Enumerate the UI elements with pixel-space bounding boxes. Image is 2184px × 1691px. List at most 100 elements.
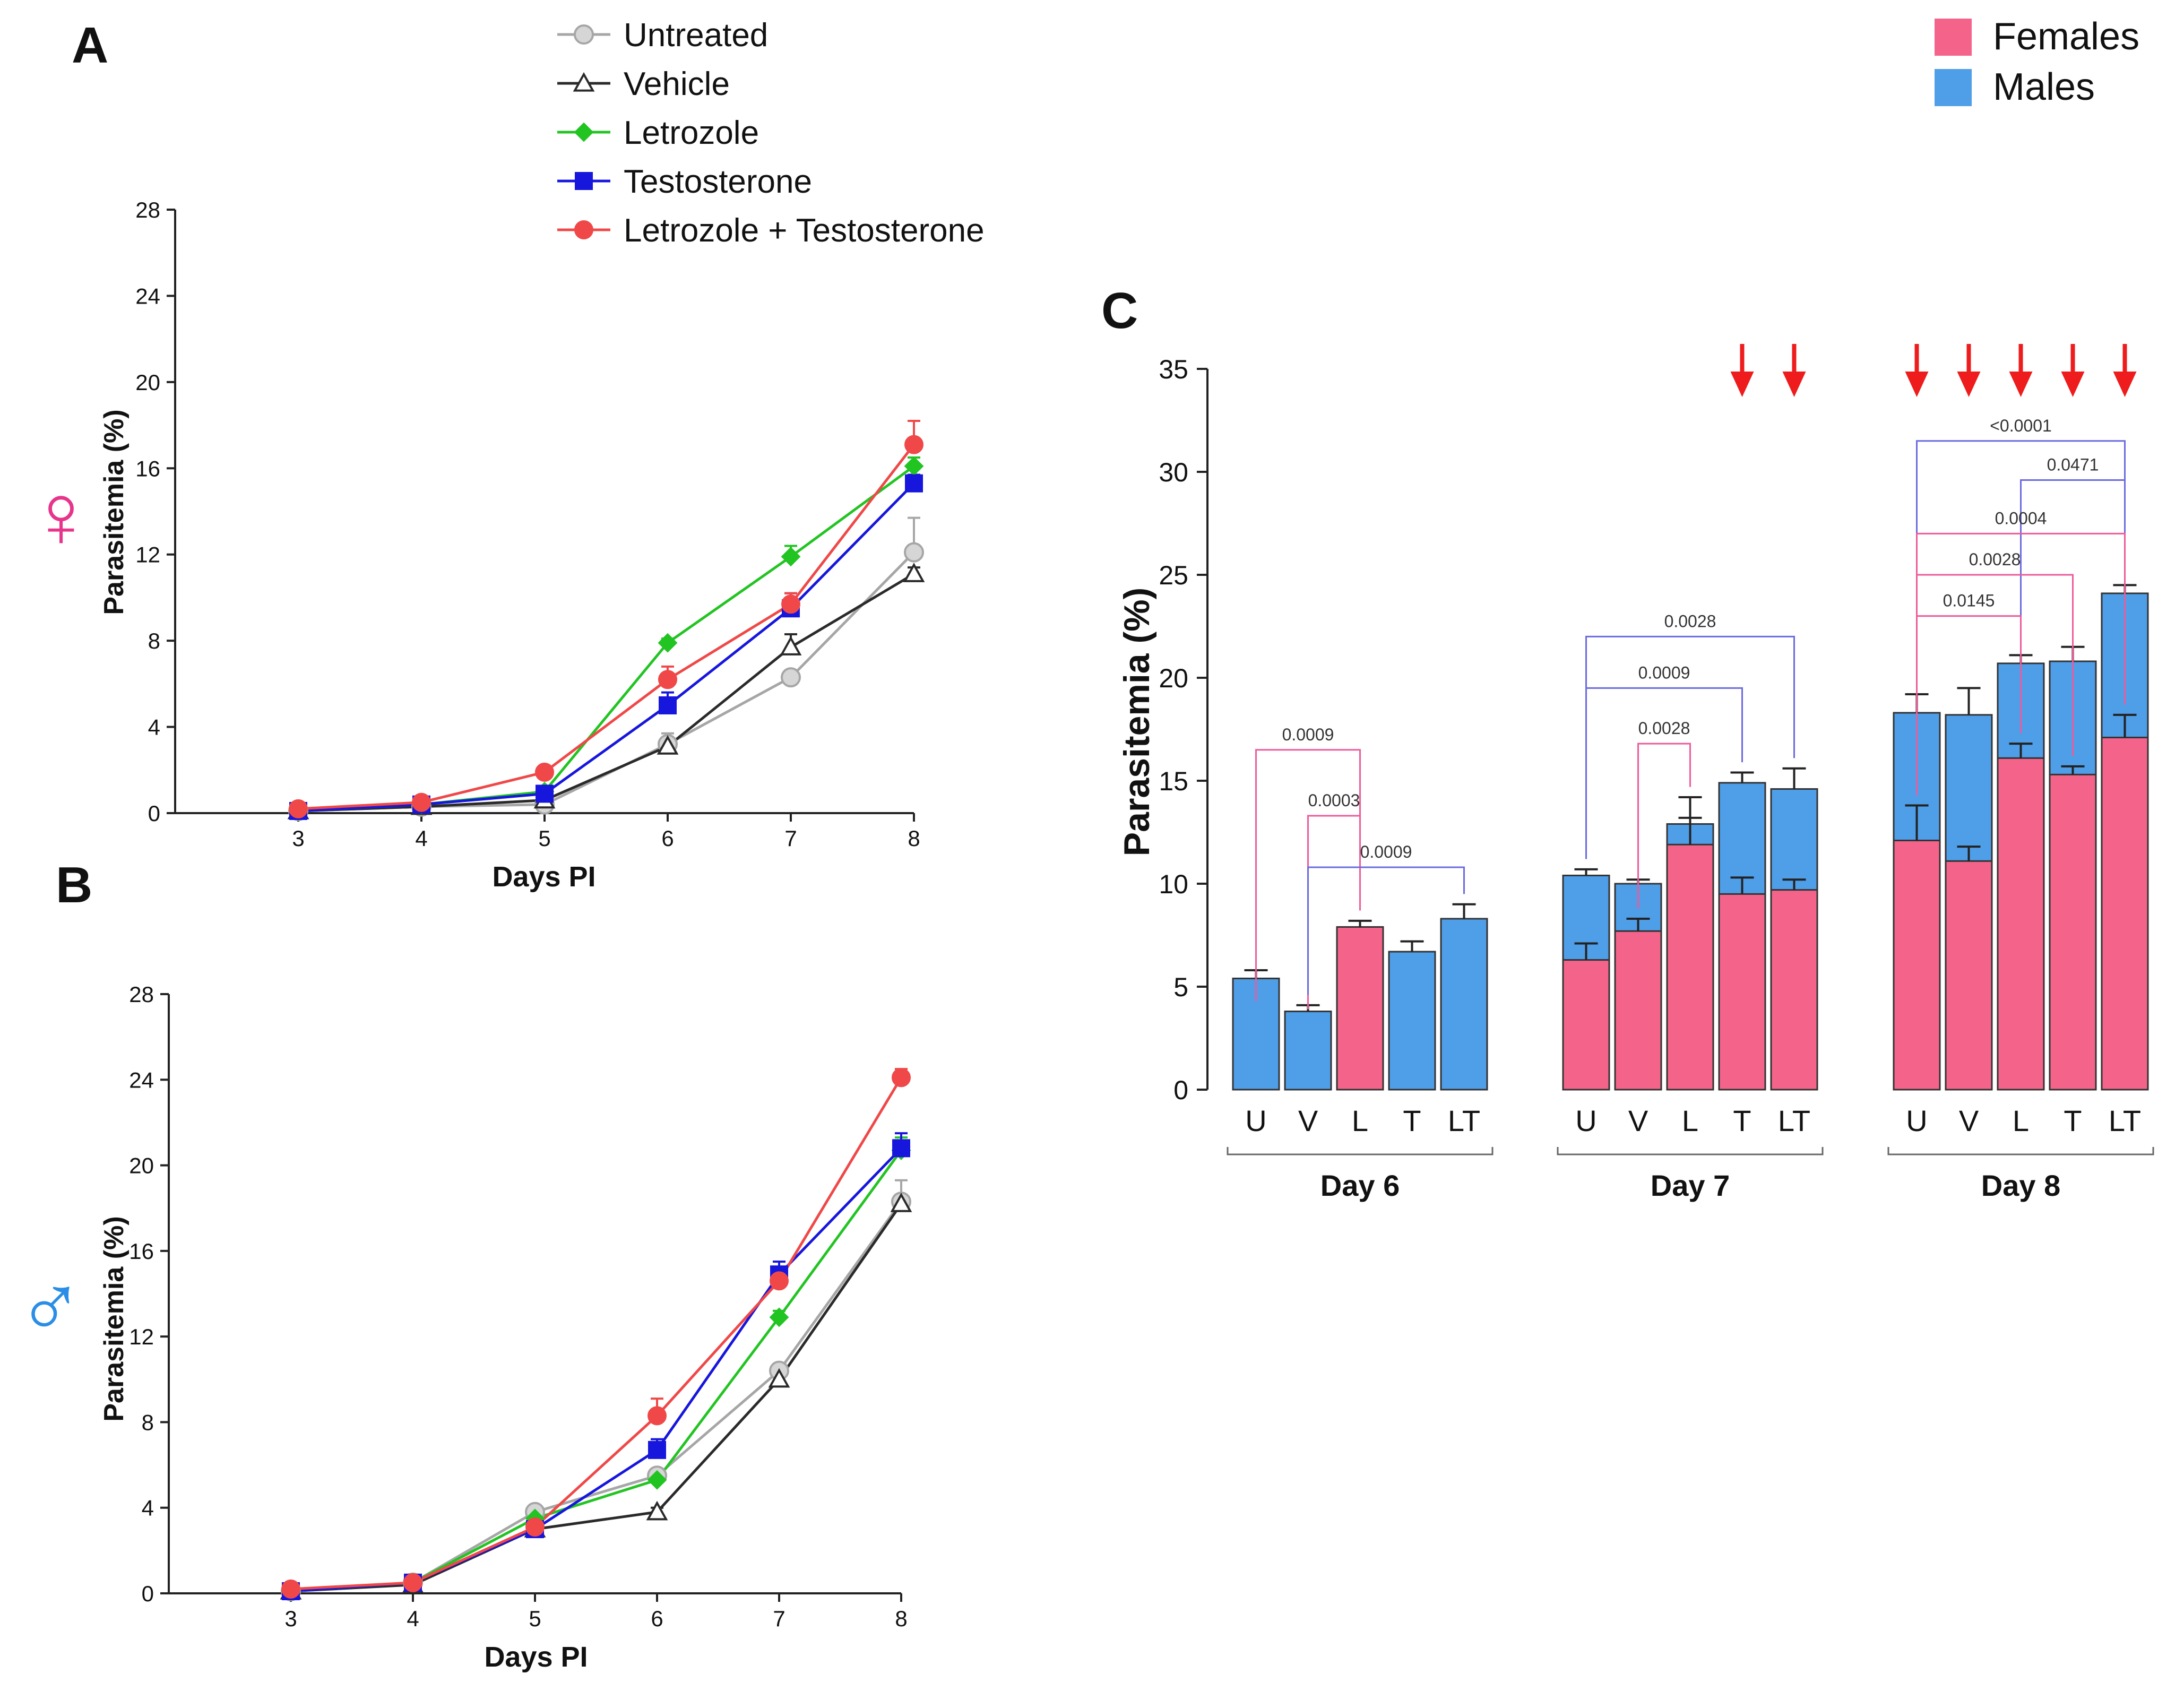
chart-a-point-letrozole_testosterone	[781, 594, 800, 614]
chart-a-ytick-label: 16	[135, 456, 160, 481]
chart-b-xtick-label: 7	[773, 1606, 785, 1631]
chart-c-ytick-label: 15	[1159, 766, 1188, 796]
chart-a-line-letrozole	[298, 465, 915, 813]
bar-females	[2049, 773, 2097, 1091]
red-arrow-head-icon	[1730, 372, 1754, 397]
group-label: Day 8	[1981, 1169, 2060, 1202]
chart-b-point-testosterone	[648, 1440, 666, 1459]
chart-a-point-testosterone	[905, 474, 923, 493]
chart-a-point-letrozole_testosterone	[535, 762, 554, 782]
bar-females	[1666, 843, 1714, 1091]
chart-b-point-letrozole	[647, 1470, 667, 1490]
chart-a-ytick-label: 20	[135, 370, 160, 395]
chart-a-xtick-label: 5	[538, 826, 550, 851]
x-category-label: V	[1959, 1104, 1979, 1137]
chart-b-point-letrozole_testosterone	[525, 1517, 545, 1537]
chart-b-ytick-label: 20	[129, 1153, 154, 1178]
chart-b-ytick-label: 28	[129, 982, 154, 1007]
chart-a-ytick-label: 4	[148, 715, 160, 740]
chart-a-point-vehicle	[657, 735, 679, 755]
chart-a-ylabel: Parasitemia (%)	[99, 409, 130, 615]
chart-a-xlabel: Days PI	[492, 861, 595, 893]
x-category-label: V	[1298, 1104, 1318, 1137]
chart-c-ytick-label: 0	[1173, 1075, 1188, 1105]
chart-a-point-testosterone	[659, 696, 677, 714]
red-arrow-head-icon	[2009, 372, 2033, 397]
panel-label-c: C	[1101, 282, 1138, 339]
chart-b-xtick-label: 3	[284, 1606, 297, 1631]
chart-c-significance: 0.0009 0.0003 0.0009 0.0028 0.0009 0.0028 <0.0…	[1255, 416, 2126, 1010]
chart-a-point-vehicle	[903, 563, 925, 582]
p-value-label: 0.0009	[1282, 725, 1334, 744]
x-category-label: LT	[2109, 1104, 2141, 1137]
red-arrow-head-icon	[1905, 372, 1929, 397]
chart-a-point-letrozole_testosterone	[658, 670, 677, 689]
bar-males	[1388, 951, 1436, 1091]
chart-b-line-testosterone	[290, 1147, 902, 1593]
x-category-label: U	[1575, 1104, 1596, 1137]
chart-c-ytick-label: 30	[1159, 458, 1188, 487]
group-bracket	[1887, 1147, 2154, 1155]
chart-a-xtick-label: 7	[784, 826, 797, 851]
significance-bracket	[1307, 866, 1465, 995]
chart-b-line-vehicle	[290, 1203, 903, 1593]
chart-b-point-letrozole_testosterone	[403, 1573, 422, 1592]
chart-b-line-untreated	[290, 1201, 903, 1593]
chart-b-xtick-label: 4	[407, 1606, 419, 1631]
chart-a: 0 4 8 12 16 20 24 28 3 4 5 6 7 8	[135, 197, 925, 851]
p-value-label: 0.0028	[1969, 550, 2021, 569]
chart-a-xtick-label: 6	[661, 826, 674, 851]
chart-b-point-testosterone	[892, 1139, 910, 1158]
chart-b-xtick-label: 6	[651, 1606, 663, 1631]
chart-a-point-testosterone	[536, 784, 554, 803]
chart-a-line-testosterone	[298, 482, 915, 813]
significance-bracket	[1637, 743, 1691, 909]
group-label: Day 6	[1320, 1169, 1400, 1202]
p-value-label: 0.0009	[1638, 663, 1690, 682]
red-arrow-head-icon	[1957, 372, 1981, 397]
chart-a-point-letrozole	[904, 456, 924, 476]
chart-b-point-letrozole_testosterone	[648, 1406, 667, 1426]
legend-marker-untreated	[574, 24, 594, 45]
chart-b-point-letrozole_testosterone	[281, 1579, 300, 1599]
legend-label-males: Males	[1993, 66, 2095, 108]
chart-c-ylabel: Parasitemia (%)	[1117, 588, 1157, 856]
legend-swatch-males	[1935, 69, 1972, 106]
chart-a-line-vehicle	[298, 573, 915, 813]
legend-label-untreated: Untreated	[624, 17, 768, 54]
chart-b-point-letrozole	[769, 1307, 789, 1327]
group-bracket	[1227, 1147, 1494, 1155]
x-category-label: V	[1628, 1104, 1648, 1137]
chart-b-xtick-label: 8	[895, 1606, 907, 1631]
chart-b-series-points	[280, 1068, 912, 1601]
bar-females	[2101, 737, 2149, 1091]
p-value-label: 0.0471	[2047, 455, 2099, 474]
p-value-label: 0.0003	[1308, 791, 1360, 810]
bar-females	[1718, 893, 1766, 1091]
x-category-label: T	[1733, 1104, 1751, 1137]
x-category-label: U	[1906, 1104, 1927, 1137]
p-value-label: 0.0145	[1943, 591, 1995, 610]
chart-b-ytick-label: 4	[142, 1496, 154, 1521]
chart-c-ytick-label: 20	[1159, 663, 1188, 693]
chart-a-xtick-label: 4	[415, 826, 427, 851]
red-arrow-head-icon	[1782, 372, 1806, 397]
legend-label-females: Females	[1993, 15, 2139, 58]
chart-a-ytick-label: 28	[135, 197, 160, 222]
chart-b-point-letrozole_testosterone	[770, 1271, 789, 1291]
bar-females	[1945, 860, 1993, 1091]
bar-males	[1440, 918, 1488, 1091]
chart-a-ytick-label: 0	[148, 801, 160, 826]
p-value-label: 0.0004	[1995, 508, 2047, 528]
chart-a-point-letrozole	[658, 633, 678, 653]
chart-a-series-lines	[298, 444, 915, 813]
legend-swatch-females	[1935, 19, 1972, 56]
bar-females	[1770, 889, 1818, 1091]
chart-b-ytick-label: 16	[129, 1239, 154, 1264]
group-bracket	[1557, 1147, 1824, 1155]
